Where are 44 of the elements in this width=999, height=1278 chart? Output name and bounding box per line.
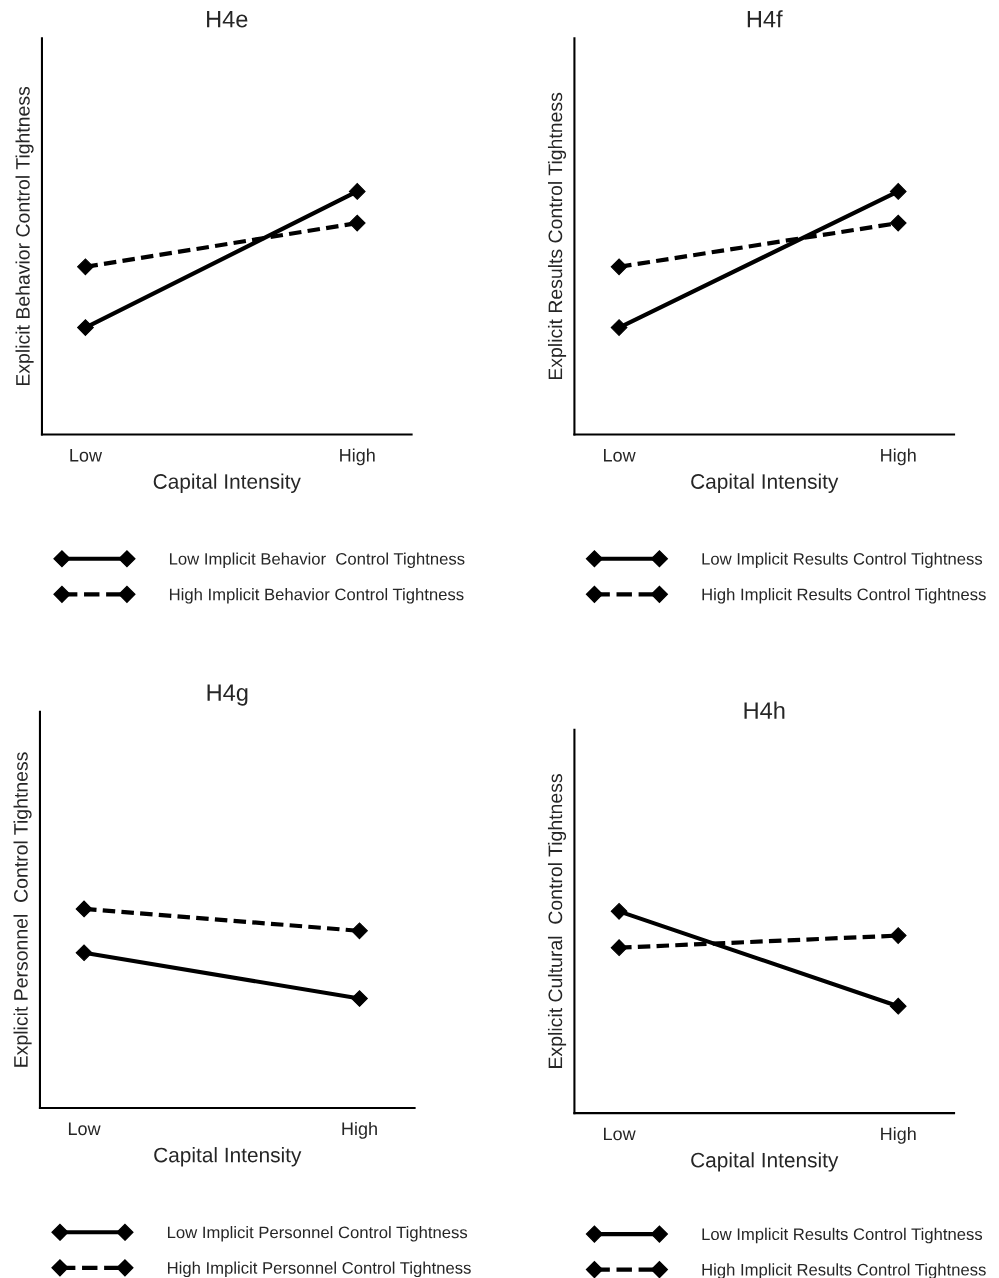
x-axis-title: Capital Intensity <box>153 473 301 493</box>
x-tick-label: Low <box>70 449 103 462</box>
legend-label: High Implicit Results Control Tightness <box>702 588 986 604</box>
chart-title: H4e <box>207 10 248 28</box>
point <box>77 319 94 336</box>
chart-title: H4h <box>744 701 785 719</box>
y-axis-title: Explicit Results Control Tightness <box>547 92 567 380</box>
chart-title: H4g <box>207 684 248 706</box>
x-tick-label: Low <box>604 449 636 462</box>
point <box>610 939 628 957</box>
x-tick-label: High <box>340 448 375 466</box>
legend-label: High Implicit Behavior Control Tightness <box>169 588 464 604</box>
point <box>889 214 907 232</box>
point <box>351 990 368 1007</box>
y-axis-title: Explicit Behavior Control Tightness <box>15 86 34 386</box>
point <box>77 258 94 276</box>
chart-title: H4f <box>747 10 783 28</box>
point <box>889 927 907 944</box>
x-tick-label: Low <box>604 1127 636 1141</box>
x-axis-title: Capital Intensity <box>691 473 839 493</box>
x-axis-title: Capital Intensity <box>154 1147 302 1167</box>
x-axis-title: Capital Intensity <box>691 1152 839 1172</box>
y-axis-title: Explicit Personnel Control Tightness <box>13 752 32 1067</box>
point <box>351 922 368 940</box>
point <box>889 997 907 1015</box>
point <box>610 319 628 336</box>
point <box>348 214 366 232</box>
point <box>610 902 628 920</box>
point <box>75 900 93 918</box>
y-axis-title: Explicit Cultural Control Tightness <box>547 774 567 1068</box>
x-tick-label: Low <box>68 1122 101 1136</box>
legend-label: Low Implicit Results Control Tightness <box>702 552 983 569</box>
point <box>610 258 628 276</box>
point <box>75 944 93 962</box>
point <box>348 183 366 200</box>
point <box>889 183 907 200</box>
legend-label: Low Implicit Behavior Control Tightness <box>169 552 465 569</box>
legend-label: High Implicit Personnel Control Tightness <box>167 1261 471 1278</box>
x-tick-label: High <box>881 448 916 466</box>
x-tick-label: High <box>342 1121 377 1139</box>
legend-label: High Implicit Results Control Tightness <box>702 1263 986 1278</box>
legend-label: Low Implicit Personnel Control Tightness <box>167 1226 468 1242</box>
legend-label: Low Implicit Results Control Tightness <box>702 1227 983 1244</box>
x-tick-label: High <box>881 1127 916 1144</box>
